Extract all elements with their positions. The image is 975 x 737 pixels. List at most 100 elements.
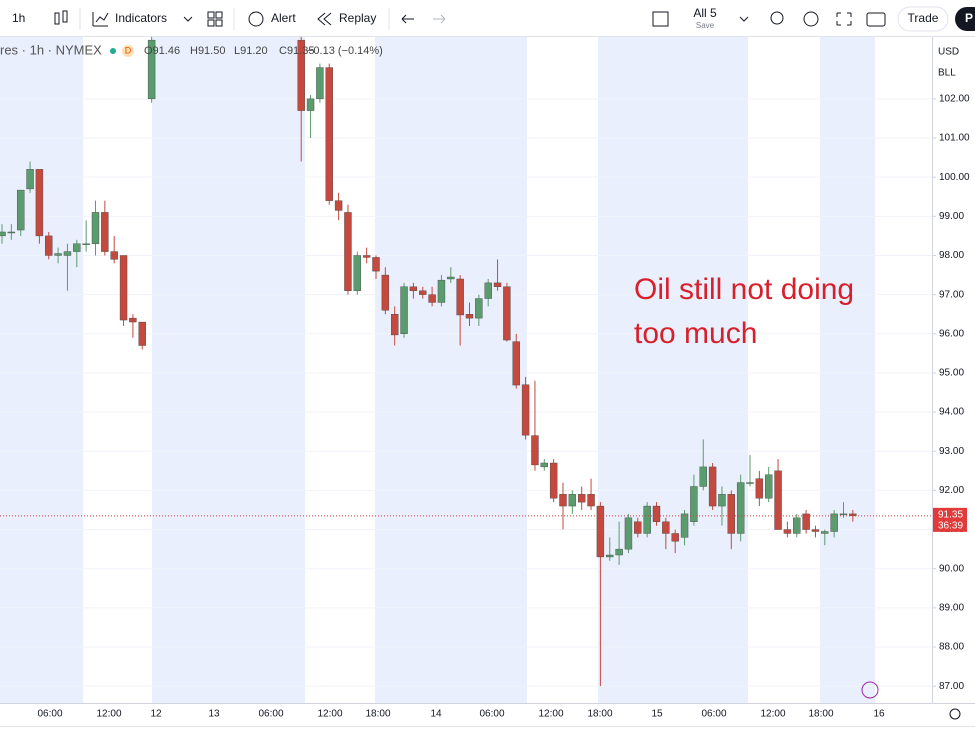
time-label: 16: [873, 709, 885, 720]
candle-body: [531, 435, 539, 466]
time-label: 06:00: [37, 709, 62, 720]
candle-body: [718, 494, 726, 507]
candle-body: [437, 279, 446, 303]
candle-body: [606, 554, 614, 558]
candle-body: [587, 494, 595, 507]
top-toolbar: [0, 0, 975, 36]
price-label: 101.00: [939, 133, 970, 144]
replay-icon[interactable]: [317, 12, 332, 26]
alert-icon[interactable]: [248, 11, 264, 27]
unit-selector[interactable]: BLL: [938, 68, 956, 79]
symbol[interactable]: res · 1h · NYMEX: [0, 42, 102, 57]
candle-type-icon[interactable]: [54, 10, 68, 25]
time-label: 13: [208, 709, 220, 720]
quick-search-icon[interactable]: [770, 11, 784, 25]
events-icon[interactable]: [861, 681, 879, 699]
currency-selector[interactable]: USD: [938, 47, 959, 58]
candle-body: [736, 482, 745, 534]
interval-button[interactable]: 1h: [12, 11, 25, 25]
save-label[interactable]: Save: [696, 21, 715, 30]
open-value: O91.46: [144, 45, 180, 57]
price-label: 93.00: [939, 446, 964, 457]
grid: [0, 98, 932, 687]
price-label: 102.00: [939, 94, 970, 105]
last-price-box: [933, 507, 967, 532]
price-label: 98.00: [939, 250, 964, 261]
time-label: 12:00: [760, 709, 785, 720]
indicators-icon[interactable]: [92, 12, 109, 27]
settings-icon[interactable]: [803, 11, 819, 27]
candle-body: [540, 462, 548, 468]
price-label: 88.00: [939, 642, 964, 653]
fullscreen-icon[interactable]: [836, 12, 852, 26]
undo-button[interactable]: [401, 14, 414, 24]
price-label: 87.00: [939, 681, 964, 692]
candle-body: [512, 341, 520, 386]
price-label: 95.00: [939, 368, 964, 379]
candle-body: [596, 505, 605, 558]
candle-body: [708, 466, 717, 507]
axis-settings[interactable]: [949, 708, 961, 720]
price-label: 90.00: [939, 563, 964, 574]
candle-body: [465, 314, 474, 319]
profile-label[interactable]: P: [965, 11, 973, 25]
candle-body: [765, 474, 773, 499]
candle-body: [802, 513, 810, 530]
candle-body: [839, 513, 848, 516]
candle-body: [521, 384, 530, 436]
layout-icon[interactable]: [652, 11, 669, 27]
redo-button[interactable]: [433, 14, 446, 24]
trade-label[interactable]: Trade: [908, 11, 939, 25]
snapshot-icon[interactable]: [866, 12, 886, 27]
candle-body: [830, 513, 838, 532]
candle-body: [746, 482, 754, 484]
candle-body: [306, 98, 315, 111]
indicators-button[interactable]: Indicators: [115, 11, 167, 25]
trade-button[interactable]: [897, 6, 949, 32]
candle-body: [690, 486, 698, 522]
candle-body: [381, 274, 390, 311]
candle-body: [456, 278, 464, 316]
dropdown-arrow[interactable]: [739, 16, 749, 22]
time-label: 18:00: [808, 709, 833, 720]
candle-body: [793, 517, 801, 534]
candle-body: [484, 282, 492, 299]
candle-body: [45, 235, 53, 256]
symbol-legend: res · 1h · NYMEX D O91.46 H91.50 L91.20 …: [0, 42, 383, 57]
last-price-label: 91.35: [938, 509, 963, 520]
price-label: 89.00: [939, 602, 964, 613]
time-label: 18:00: [587, 709, 612, 720]
candle-body: [54, 253, 62, 256]
candle-body: [35, 169, 44, 237]
candle-body: [353, 255, 361, 291]
time-label: 18:00: [365, 709, 390, 720]
candle-body: [73, 243, 81, 252]
session-bands: [0, 37, 875, 703]
delay-flag: D: [125, 45, 132, 55]
alert-button[interactable]: Alert: [271, 11, 296, 25]
candle-body: [493, 282, 502, 287]
market-status-dot: [110, 48, 116, 54]
candle-body: [0, 231, 6, 237]
candle-body: [409, 286, 418, 291]
price-label: 94.00: [939, 407, 964, 418]
candle-body: [297, 39, 305, 111]
low-value: L91.20: [234, 45, 268, 57]
price-label: 99.00: [939, 211, 964, 222]
candle-body: [91, 212, 100, 244]
time-label: 12:00: [538, 709, 563, 720]
candle-body: [549, 462, 558, 499]
candle-body: [624, 517, 633, 550]
templates-icon[interactable]: [207, 11, 223, 27]
replay-button[interactable]: Replay: [339, 11, 376, 25]
price-label: 92.00: [939, 485, 964, 496]
candle-body: [372, 257, 380, 272]
dropdown-arrow[interactable]: [183, 16, 193, 22]
layout-name[interactable]: All 5: [693, 6, 717, 20]
countdown-label: 36:39: [938, 520, 963, 531]
candle-body: [774, 470, 782, 530]
candle-body: [652, 505, 661, 522]
candle-body: [783, 529, 792, 534]
candle-body: [334, 200, 343, 211]
profile-button[interactable]: [955, 7, 975, 31]
